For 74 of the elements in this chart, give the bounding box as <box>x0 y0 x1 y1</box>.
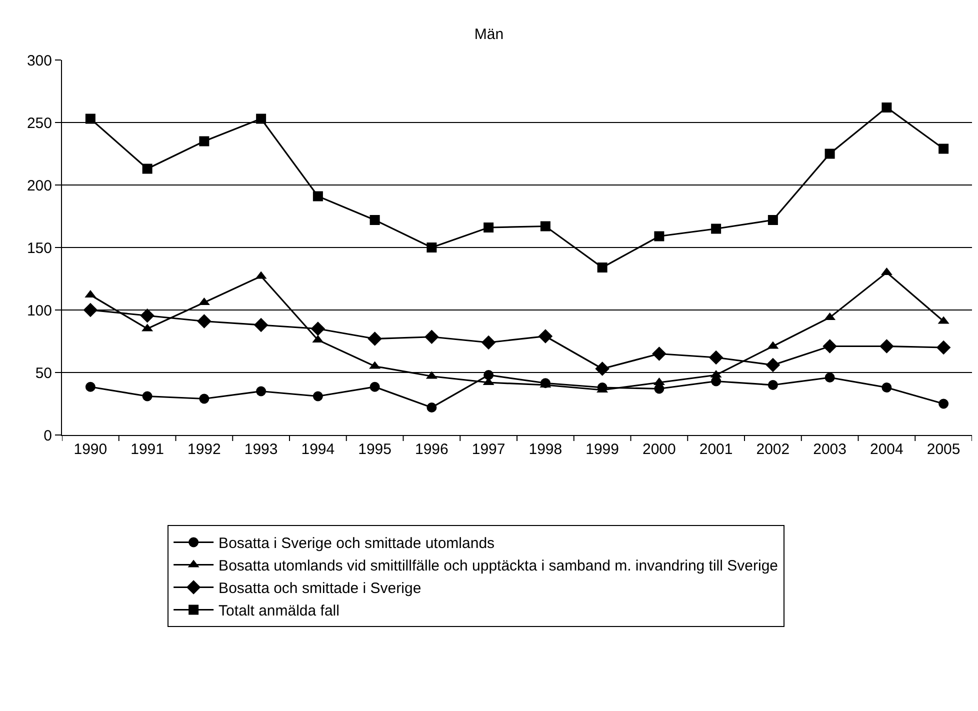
y-tick-label: 150 <box>26 240 52 257</box>
x-tick-label: 1997 <box>472 441 506 458</box>
point <box>199 394 210 404</box>
point <box>310 322 326 336</box>
point <box>83 302 98 318</box>
x-tick-label: 1993 <box>244 441 278 458</box>
point <box>882 382 892 392</box>
point <box>254 318 268 332</box>
point <box>711 224 722 234</box>
point <box>142 164 152 174</box>
point <box>824 148 835 159</box>
y-tick-label: 250 <box>26 114 52 132</box>
x-tick-label: 2005 <box>926 441 960 458</box>
y-tick-label: 0 <box>44 427 52 444</box>
legend-label: Totalt anmälda fall <box>218 602 340 620</box>
point <box>938 144 949 154</box>
x-tick-label: 2001 <box>699 441 733 458</box>
point <box>199 136 210 146</box>
legend-label: Bosatta i Sverige och smittade utomlands <box>218 535 495 552</box>
legend-label: Bosatta utomlands vid smittillfälle och upptäckta i samband m. invandring till Sverige <box>218 558 778 575</box>
point <box>540 221 550 232</box>
point <box>652 346 666 361</box>
point <box>426 242 437 252</box>
point <box>484 370 494 380</box>
x-tick-label: 2000 <box>642 441 676 458</box>
point <box>256 386 266 396</box>
point <box>312 191 323 202</box>
point <box>708 350 724 365</box>
point <box>370 382 380 392</box>
point <box>654 231 664 242</box>
point <box>597 262 608 272</box>
point <box>938 398 949 409</box>
x-tick-label: 1991 <box>130 441 164 458</box>
legend-label: Bosatta och smittade i Sverige <box>218 580 422 598</box>
point <box>484 222 494 232</box>
point <box>85 114 96 124</box>
point <box>768 215 778 225</box>
point <box>880 339 894 354</box>
x-tick-label: 1996 <box>415 441 448 458</box>
point <box>424 330 439 344</box>
x-tick-label: 2003 <box>813 441 846 458</box>
x-tick-label: 2004 <box>870 441 904 458</box>
point <box>481 335 496 350</box>
point <box>882 102 892 112</box>
x-tick-label: 1995 <box>358 441 392 458</box>
x-tick-label: 1998 <box>528 441 562 458</box>
point <box>768 380 778 390</box>
point <box>711 376 722 386</box>
point <box>197 314 212 328</box>
point <box>368 332 382 346</box>
x-tick-label: 1994 <box>301 441 335 458</box>
point <box>936 340 951 355</box>
y-tick-label: 300 <box>26 52 52 70</box>
point <box>822 339 837 354</box>
point <box>824 372 835 382</box>
point <box>654 384 664 394</box>
point <box>312 391 323 402</box>
point <box>85 382 96 392</box>
point <box>766 358 780 372</box>
point <box>256 114 266 124</box>
point <box>370 215 380 225</box>
x-tick-label: 1999 <box>586 441 619 458</box>
x-tick-label: 2002 <box>756 441 790 458</box>
y-tick-label: 50 <box>35 364 52 382</box>
y-tick-label: 200 <box>26 177 52 194</box>
y-tick-label: 100 <box>26 302 52 320</box>
point <box>595 362 610 376</box>
point <box>426 402 437 412</box>
x-tick-label: 1990 <box>74 441 108 458</box>
point <box>142 391 152 402</box>
point <box>140 308 154 323</box>
point <box>538 329 553 344</box>
chart-title: Män <box>474 26 504 43</box>
x-tick-label: 1992 <box>188 441 221 458</box>
